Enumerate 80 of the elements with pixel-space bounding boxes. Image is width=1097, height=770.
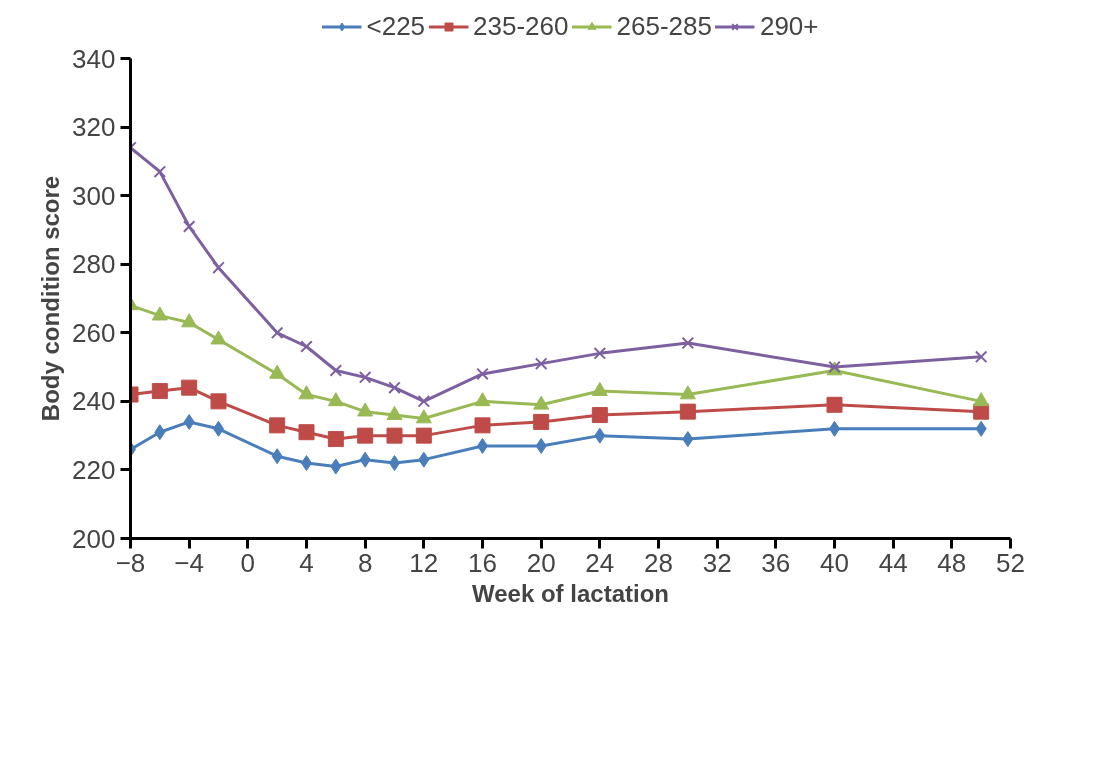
- point: [271, 448, 283, 465]
- point: [533, 395, 550, 410]
- point: [591, 407, 608, 424]
- x-tick-label: 52: [996, 547, 1025, 578]
- x-tick-label: 48: [937, 547, 967, 578]
- point: [474, 392, 491, 407]
- point: [154, 424, 166, 441]
- x-tick-label: −8: [115, 547, 146, 578]
- point: [826, 396, 843, 413]
- x-axis-title: Week of lactation: [472, 579, 669, 607]
- y-tick-label: 280: [72, 249, 116, 280]
- point: [212, 261, 225, 274]
- x-tick-label: 0: [240, 547, 256, 578]
- y-axis-title: Body condition score: [37, 175, 65, 422]
- point: [210, 393, 227, 410]
- point: [974, 350, 988, 364]
- point: [210, 330, 227, 345]
- point: [153, 165, 167, 178]
- point: [358, 371, 372, 384]
- point: [181, 313, 198, 328]
- point: [593, 347, 607, 360]
- point: [359, 451, 371, 468]
- x-tick-label: 36: [761, 547, 791, 578]
- x-tick-label: 12: [409, 547, 439, 578]
- point: [298, 424, 315, 441]
- point: [415, 409, 432, 424]
- point: [679, 403, 696, 420]
- y-tick-label: 320: [72, 112, 116, 143]
- point: [329, 364, 343, 377]
- x-tick-label: −4: [174, 547, 204, 578]
- point: [327, 392, 344, 407]
- point: [594, 427, 606, 444]
- point: [183, 413, 195, 430]
- x-tick-label: 20: [526, 547, 556, 578]
- point: [679, 385, 696, 400]
- point: [535, 437, 547, 454]
- point: [973, 392, 990, 407]
- point: [417, 395, 431, 408]
- x-tick-label: 32: [702, 547, 732, 578]
- y-tick-label: 260: [72, 317, 116, 348]
- y-tick-label: 300: [72, 180, 116, 211]
- point: [474, 417, 491, 434]
- point: [357, 402, 374, 417]
- legend-label: 265-285: [616, 10, 712, 42]
- point: [182, 220, 196, 233]
- point: [418, 451, 430, 468]
- point: [181, 379, 198, 396]
- x-tick-label: 8: [357, 547, 373, 578]
- point: [151, 306, 168, 321]
- point: [298, 385, 315, 400]
- x-tick-label: 16: [468, 547, 497, 578]
- point: [357, 427, 374, 444]
- point: [533, 413, 550, 430]
- y-tick-label: 220: [72, 454, 116, 485]
- point: [270, 326, 284, 340]
- point: [415, 427, 432, 444]
- legend-label: <225: [366, 10, 426, 42]
- point: [388, 381, 401, 394]
- y-tick-label: 340: [72, 43, 116, 74]
- x-tick-label: 28: [644, 547, 673, 578]
- point: [534, 357, 548, 370]
- point: [975, 420, 987, 437]
- legend-label: 290+: [759, 10, 819, 42]
- point: [300, 340, 313, 353]
- x-tick-label: 44: [878, 547, 908, 578]
- point: [269, 364, 286, 379]
- y-tick-label: 200: [72, 523, 116, 554]
- point: [151, 383, 168, 400]
- y-tick-label: 240: [72, 386, 116, 417]
- legend-label: 235-260: [473, 10, 569, 42]
- x-tick-label: 40: [820, 547, 849, 578]
- x-tick-label: 24: [585, 547, 615, 578]
- point: [330, 458, 342, 475]
- point: [682, 431, 694, 448]
- point: [681, 336, 695, 350]
- x-tick-label: 4: [299, 547, 314, 578]
- point: [476, 367, 489, 381]
- point: [327, 431, 344, 448]
- point: [386, 427, 403, 444]
- point: [269, 417, 286, 434]
